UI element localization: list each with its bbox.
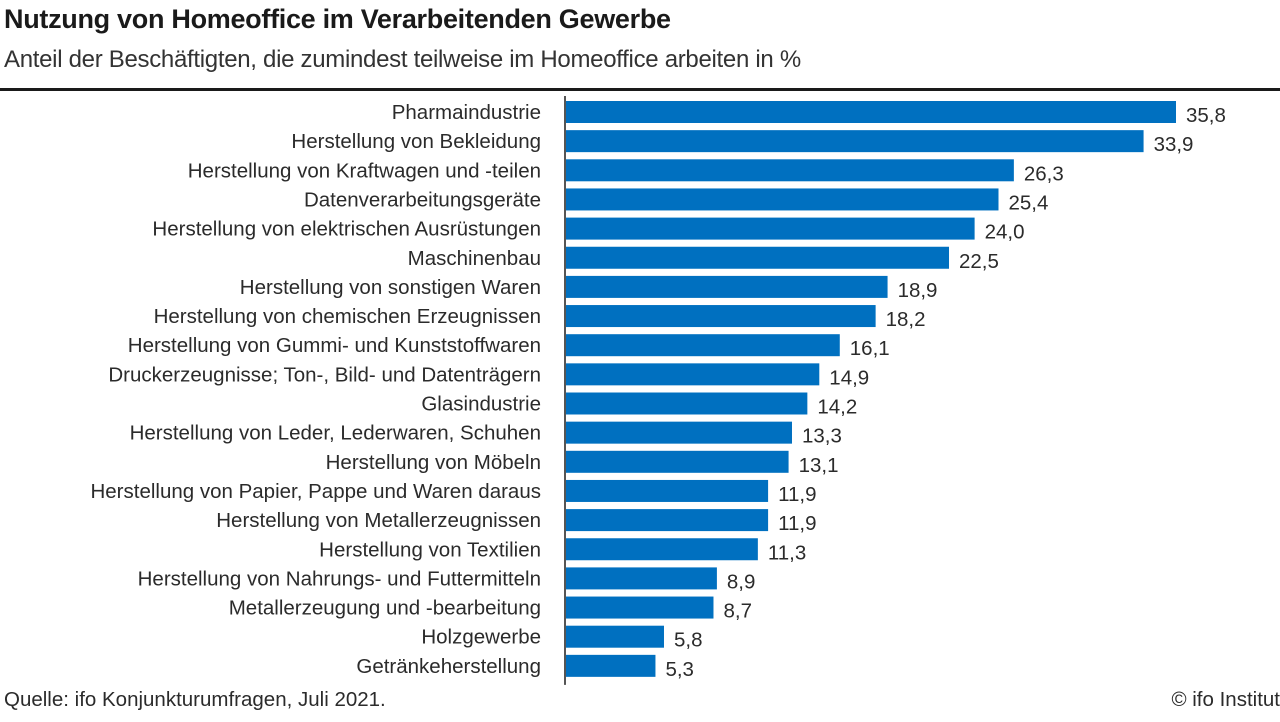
category-label: Metallerzeugung und -bearbeitung bbox=[229, 597, 541, 620]
bar bbox=[565, 479, 769, 502]
category-label: Druckerzeugnisse; Ton-, Bild- und Datent… bbox=[108, 363, 541, 386]
category-labels-group: Pharmaindustrie Herstellung von Bekleidun… bbox=[90, 101, 541, 678]
bar bbox=[565, 654, 656, 677]
bars-group bbox=[565, 101, 1176, 677]
bar bbox=[565, 130, 1144, 153]
bar bbox=[565, 217, 975, 240]
value-label: 13,1 bbox=[799, 454, 839, 477]
bar bbox=[565, 509, 769, 532]
header-divider bbox=[0, 88, 1280, 91]
value-label: 26,3 bbox=[1024, 162, 1064, 185]
value-label: 13,3 bbox=[802, 425, 842, 448]
value-label: 35,8 bbox=[1186, 104, 1226, 127]
value-label: 18,9 bbox=[898, 279, 938, 302]
category-label: Herstellung von elektrischen Ausrüstunge… bbox=[152, 218, 541, 241]
category-label: Herstellung von Textilien bbox=[319, 538, 541, 561]
category-label: Herstellung von Papier, Pappe und Waren … bbox=[90, 480, 541, 503]
value-label: 11,9 bbox=[778, 512, 816, 535]
value-label: 14,9 bbox=[829, 366, 869, 389]
value-label: 24,0 bbox=[985, 221, 1025, 244]
bar bbox=[565, 450, 789, 473]
bar bbox=[565, 334, 840, 357]
category-label: Herstellung von Leder, Lederwaren, Schuh… bbox=[130, 422, 541, 445]
category-label: Herstellung von Gummi- und Kunststoffwar… bbox=[128, 334, 541, 357]
value-label: 14,2 bbox=[817, 396, 857, 419]
category-label: Herstellung von Kraftwagen und -teilen bbox=[188, 159, 541, 182]
bar bbox=[565, 275, 888, 298]
value-label: 25,4 bbox=[1009, 191, 1049, 214]
bar bbox=[565, 596, 714, 619]
bar bbox=[565, 567, 717, 590]
bar bbox=[565, 246, 950, 269]
bar bbox=[565, 421, 792, 444]
category-label: Getränkeherstellung bbox=[356, 655, 541, 678]
value-label: 11,3 bbox=[768, 541, 806, 564]
category-label: Herstellung von chemischen Erzeugnissen bbox=[154, 305, 541, 328]
value-label: 5,3 bbox=[665, 658, 694, 681]
bar bbox=[565, 538, 758, 561]
value-label: 33,9 bbox=[1154, 133, 1194, 156]
category-label: Maschinenbau bbox=[408, 247, 541, 270]
bar bbox=[565, 363, 820, 386]
category-label: Pharmaindustrie bbox=[392, 101, 541, 124]
chart-title: Nutzung von Homeoffice im Verarbeitenden… bbox=[4, 4, 671, 34]
value-label: 8,9 bbox=[727, 570, 756, 593]
copyright-note: © ifo Institut bbox=[1171, 688, 1280, 711]
category-label: Glasindustrie bbox=[421, 393, 541, 416]
category-label: Herstellung von Möbeln bbox=[326, 451, 541, 474]
value-labels-group: 35,8 33,9 26,3 25,4 24,0 22,5 18,9 18,2 16,1 14,9… bbox=[665, 104, 1225, 681]
category-label: Holzgewerbe bbox=[421, 626, 541, 649]
bar-chart: Pharmaindustrie Herstellung von Bekleidun… bbox=[90, 96, 1226, 685]
bar bbox=[565, 625, 664, 648]
value-label: 22,5 bbox=[959, 250, 999, 273]
category-label: Herstellung von sonstigen Waren bbox=[240, 276, 541, 299]
bar bbox=[565, 305, 876, 328]
chart-subtitle: Anteil der Beschäftigten, die zumindest … bbox=[4, 46, 801, 73]
category-label: Herstellung von Nahrungs- und Futtermitt… bbox=[138, 567, 541, 590]
bar bbox=[565, 392, 808, 415]
value-label: 16,1 bbox=[850, 337, 890, 360]
value-label: 18,2 bbox=[886, 308, 926, 331]
bar bbox=[565, 101, 1176, 123]
category-label: Herstellung von Metallerzeugnissen bbox=[216, 509, 541, 532]
source-note: Quelle: ifo Konjunkturumfragen, Juli 202… bbox=[4, 688, 386, 711]
value-label: 8,7 bbox=[723, 600, 752, 623]
bar bbox=[565, 188, 999, 211]
value-label: 5,8 bbox=[674, 629, 703, 652]
bar bbox=[565, 159, 1014, 182]
value-label: 11,9 bbox=[778, 483, 816, 506]
category-label: Herstellung von Bekleidung bbox=[291, 130, 541, 153]
category-label: Datenverarbeitungsgeräte bbox=[304, 188, 541, 211]
